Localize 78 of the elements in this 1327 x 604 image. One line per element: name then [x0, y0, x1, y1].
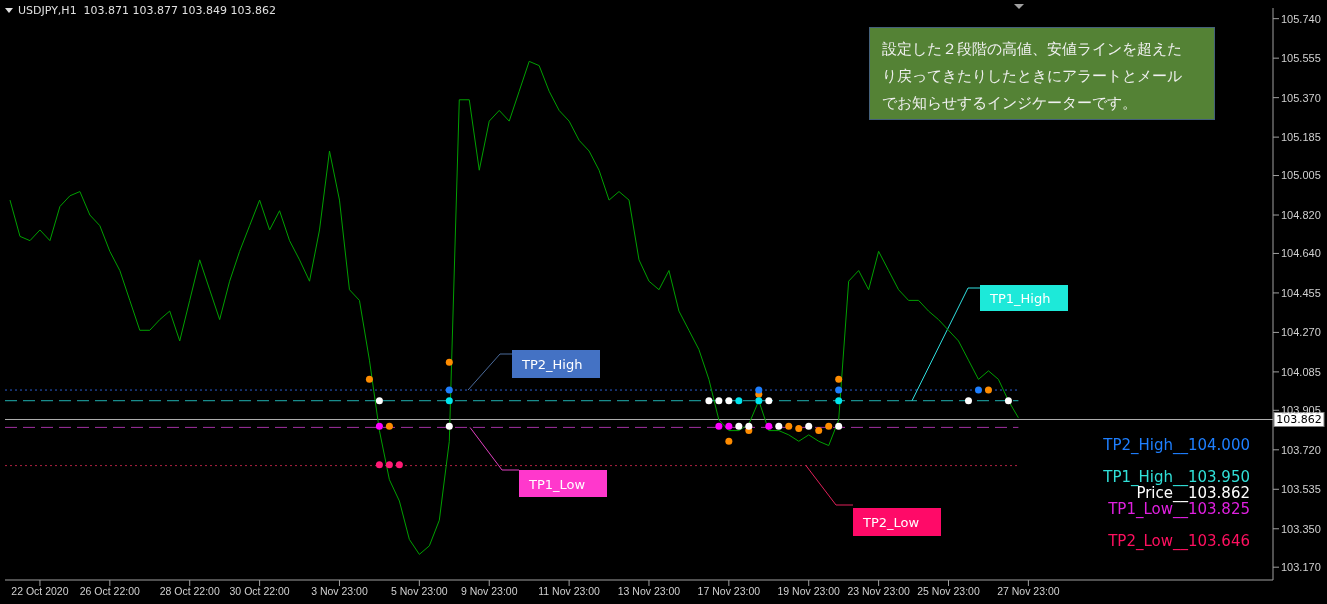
point: [835, 422, 843, 430]
y-tick-label: 103.720: [1281, 443, 1321, 456]
y-tick-label: 104.085: [1281, 365, 1321, 378]
y-tick-label: 105.185: [1281, 131, 1321, 144]
y-tick-label: 103.535: [1281, 483, 1321, 496]
x-tick-label: 30 Oct 22:00: [229, 585, 290, 598]
y-tick-label: 104.270: [1281, 326, 1321, 339]
ref-line-label: TP1_Low: [528, 476, 586, 492]
ref-line-label: TP1_High: [989, 291, 1051, 306]
point: [725, 437, 733, 445]
y-tick-label: 104.820: [1281, 208, 1321, 221]
point: [745, 422, 753, 430]
point: [775, 422, 783, 430]
annotation: Price__103.862: [1136, 484, 1250, 502]
point: [755, 397, 763, 405]
point: [445, 386, 453, 394]
point: [445, 422, 453, 430]
point: [1004, 397, 1012, 405]
point: [735, 397, 743, 405]
x-tick-label: 27 Nov 23:00: [997, 585, 1060, 598]
point: [805, 422, 813, 430]
x-tick-label: 23 Nov 23:00: [847, 585, 911, 598]
y-tick-label: 105.740: [1281, 12, 1321, 25]
point: [835, 375, 843, 383]
point: [974, 386, 982, 394]
x-tick-label: 3 Nov 23:00: [311, 585, 368, 598]
x-tick-label: 17 Nov 23:00: [697, 585, 761, 598]
chart-title: USDJPY,H1 103.871 103.877 103.849 103.862: [18, 4, 277, 17]
point: [765, 422, 773, 430]
x-tick-label: 5 Nov 23:00: [391, 585, 448, 598]
point: [765, 397, 773, 405]
x-tick-label: 9 Nov 23:00: [460, 585, 518, 598]
point: [785, 422, 793, 430]
x-tick-label: 19 Nov 23:00: [777, 585, 841, 598]
point: [375, 397, 383, 405]
point: [725, 397, 733, 405]
point: [755, 386, 763, 394]
point: [835, 397, 843, 405]
y-tick-label: 103.350: [1281, 522, 1321, 535]
annotation: TP2_High__104.000: [1103, 436, 1250, 454]
annotation: TP1_Low__103.825: [1108, 500, 1250, 518]
y-tick-label: 104.455: [1281, 286, 1321, 299]
point: [835, 386, 843, 394]
point: [964, 397, 972, 405]
point: [375, 461, 383, 469]
point: [385, 461, 393, 469]
point: [825, 422, 833, 430]
annotation: TP2_Low__103.646: [1108, 532, 1250, 550]
point: [385, 422, 393, 430]
y-tick-label: 104.640: [1281, 247, 1321, 260]
annotation: 設定した２段階の高値、安値ラインを超えたり戻ってきたりしたときにアラートとメールでお知らせするインジケーターです。: [869, 27, 1215, 120]
point: [445, 397, 453, 405]
point: [395, 461, 403, 469]
point: [725, 422, 733, 430]
y-tick-label: 103.170: [1281, 561, 1321, 574]
x-tick-label: 25 Nov 23:00: [917, 585, 980, 598]
x-tick-label: 28 Oct 22:00: [159, 585, 220, 598]
x-tick-label: 11 Nov 23:00: [538, 585, 601, 598]
point: [715, 397, 723, 405]
point: [375, 422, 383, 430]
x-tick-label: 22 Oct 2020: [11, 585, 69, 598]
x-tick-label: 13 Nov 23:00: [617, 585, 681, 598]
point: [815, 427, 823, 435]
y-tick-label: 105.370: [1281, 91, 1321, 104]
point: [735, 422, 743, 430]
point: [984, 386, 992, 394]
point: [715, 422, 723, 430]
point: [795, 424, 803, 432]
y-tick-label: 105.555: [1281, 52, 1321, 65]
point: [365, 375, 373, 383]
ref-line-label: TP2_High: [521, 357, 583, 372]
ref-line-label: TP2_Low: [862, 515, 920, 530]
ref-line-label: 103.862: [1276, 413, 1322, 427]
point: [705, 397, 713, 405]
x-tick-label: 26 Oct 22:00: [79, 585, 141, 598]
y-tick-label: 105.005: [1281, 169, 1321, 182]
annotation: TP1_High__103.950: [1103, 468, 1250, 486]
point: [445, 358, 453, 366]
